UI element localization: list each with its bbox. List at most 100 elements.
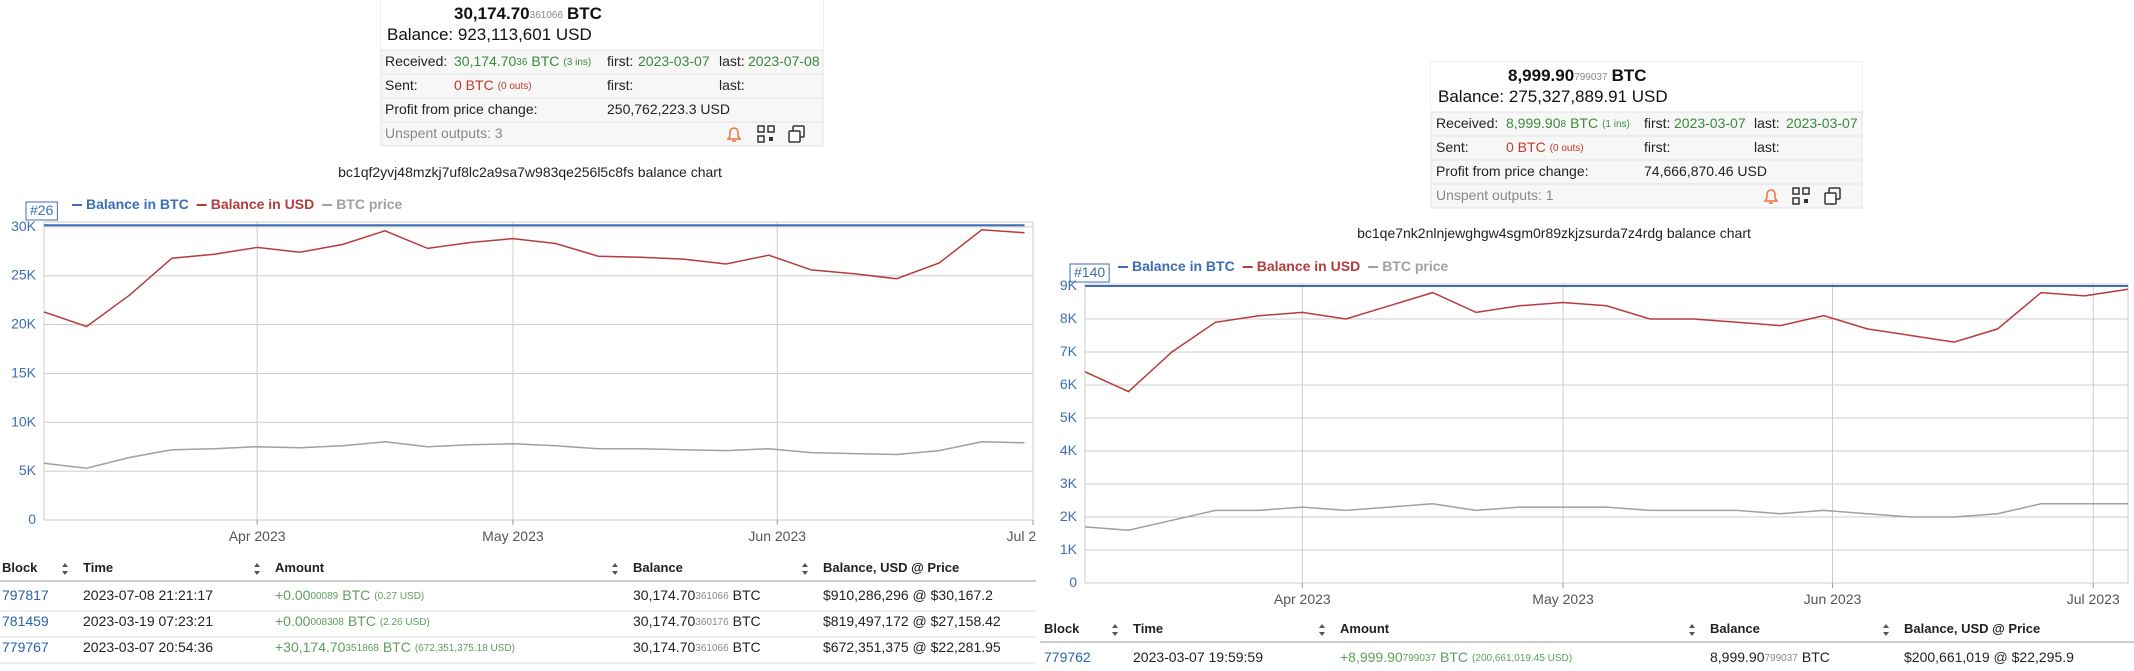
column-header-part[interactable]: Time (1133, 621, 1163, 636)
first-label: first: (1644, 139, 1670, 155)
bell-icon[interactable] (1763, 189, 1779, 204)
sent-value-part: (0 outs) (498, 81, 532, 92)
tx-amount-part: (672,351,375.18 USD) (415, 643, 515, 654)
column-header[interactable]: Time (83, 560, 113, 575)
bell-icon[interactable] (726, 127, 742, 142)
column-header[interactable]: Balance, USD @ Price (1904, 621, 2040, 636)
legend-label[interactable]: BTC price (1382, 258, 1448, 274)
unspent-outputs-part[interactable]: Unspent outputs: 1 (1436, 187, 1554, 203)
profit-value-part: 250,762,223.3 USD (607, 101, 730, 117)
received-label: Received: (385, 53, 447, 69)
sort-arrows[interactable] (1689, 624, 1695, 636)
sent-value: 0 BTC (0 outs) (1506, 139, 1584, 155)
column-header[interactable]: Amount (275, 560, 325, 575)
column-header-part[interactable]: Balance, USD @ Price (1904, 621, 2040, 636)
tx-balance-part: 361066 (695, 591, 729, 602)
y-tick-label: 30K (11, 218, 37, 234)
received-value: 8,999.908 BTC (1 ins) (1506, 115, 1630, 131)
column-header[interactable]: Balance (633, 560, 683, 575)
y-tick-label: 2K (1060, 508, 1078, 524)
tx-amount-part: BTC (342, 587, 370, 603)
sort-arrows[interactable] (254, 563, 260, 575)
legend-label[interactable]: Balance in USD (211, 196, 314, 212)
column-header-part[interactable]: Balance, USD @ Price (823, 560, 959, 575)
copy-icon[interactable] (1824, 187, 1841, 205)
unspent-outputs[interactable]: Unspent outputs: 1 (1436, 187, 1554, 203)
sort-arrows[interactable] (1883, 624, 1889, 636)
tx-balance-part: 360176 (695, 617, 729, 628)
column-header-part[interactable]: Balance (633, 560, 683, 575)
column-header-part[interactable]: Time (83, 560, 113, 575)
y-tick-label-part: 5K (1060, 409, 1078, 425)
legend-label[interactable]: BTC price (336, 196, 402, 212)
block-link-part[interactable]: 779767 (2, 639, 49, 655)
sent-label-part: Sent: (385, 77, 418, 93)
sent-value: 0 BTC (0 outs) (454, 77, 532, 93)
column-header[interactable]: Block (2, 560, 38, 575)
block-link-part[interactable]: 797817 (2, 587, 49, 603)
tx-time-part: 2023-07-08 21:21:17 (83, 587, 213, 603)
y-tick-label: 15K (11, 364, 37, 380)
x-tick-label-part: Jul 2023 (2067, 591, 2120, 607)
legend-label-part[interactable]: BTC price (1382, 258, 1448, 274)
sort-arrows[interactable] (1112, 624, 1118, 636)
tx-balance-part: BTC (1802, 649, 1830, 665)
column-header-part[interactable]: Amount (1340, 621, 1390, 636)
sort-arrows[interactable] (802, 563, 808, 575)
column-header[interactable]: Block (1044, 621, 1080, 636)
sent-value-part: 0 BTC (454, 77, 494, 93)
column-header-part[interactable]: Balance (1710, 621, 1760, 636)
y-tick-label: 5K (19, 462, 37, 478)
y-tick-label: 7K (1060, 343, 1078, 359)
unspent-outputs[interactable]: Unspent outputs: 3 (385, 125, 503, 141)
x-tick-label-part: Apr 2023 (229, 528, 286, 544)
block-link[interactable]: 779762 (1044, 649, 1091, 665)
qr-icon[interactable] (1792, 187, 1810, 205)
copy-front (788, 130, 801, 143)
sent-label-part: Sent: (1436, 139, 1469, 155)
sort-arrows[interactable] (612, 563, 618, 575)
column-header-part[interactable]: Block (1044, 621, 1080, 636)
block-link[interactable]: 797817 (2, 587, 49, 603)
y-tick-label: 3K (1060, 475, 1078, 491)
column-header[interactable]: Balance, USD @ Price (823, 560, 959, 575)
legend-label-part[interactable]: BTC price (336, 196, 402, 212)
column-header[interactable]: Time (1133, 621, 1163, 636)
last-date: 2023-03-07 (1786, 115, 1858, 131)
legend-label[interactable]: Balance in BTC (86, 196, 189, 212)
tx-amount: +0.0000089 BTC (0.27 USD) (275, 587, 424, 603)
column-header[interactable]: Amount (1340, 621, 1390, 636)
legend-label-part[interactable]: Balance in USD (1257, 258, 1360, 274)
x-tick-label: May 2023 (482, 528, 544, 544)
plot-frame (1084, 283, 2129, 584)
qr-icon[interactable] (757, 125, 775, 143)
legend-label[interactable]: Balance in BTC (1132, 258, 1235, 274)
y-tick-label-part: 9K (1060, 277, 1078, 293)
sort-arrows[interactable] (62, 563, 68, 575)
column-header-part[interactable]: Block (2, 560, 38, 575)
legend-label-part[interactable]: Balance in BTC (1132, 258, 1235, 274)
first-label: first: (607, 77, 633, 93)
y-tick-label: 20K (11, 315, 37, 331)
legend-label[interactable]: Balance in USD (1257, 258, 1360, 274)
tx-time: 2023-03-19 07:23:21 (83, 613, 213, 629)
qr-dot (769, 137, 773, 141)
column-header[interactable]: Balance (1710, 621, 1760, 636)
block-link[interactable]: 779767 (2, 639, 49, 655)
sort-arrows[interactable] (1319, 624, 1325, 636)
block-link-part[interactable]: 779762 (1044, 649, 1091, 665)
y-tick-label: 5K (1060, 409, 1078, 425)
legend-label-part[interactable]: Balance in BTC (86, 196, 189, 212)
y-tick-label-part: 7K (1060, 343, 1078, 359)
received-value-part: 30,174.70 (454, 53, 516, 69)
copy-icon[interactable] (788, 125, 805, 143)
block-link-part[interactable]: 781459 (2, 613, 49, 629)
y-tick-label: 25K (11, 266, 37, 282)
last-label: last: (1754, 115, 1780, 131)
block-link[interactable]: 781459 (2, 613, 49, 629)
legend-label-part[interactable]: Balance in USD (211, 196, 314, 212)
tx-balance: 8,999.90799037 BTC (1710, 649, 1830, 665)
y-tick-label-part: 0 (1069, 574, 1077, 590)
unspent-outputs-part[interactable]: Unspent outputs: 3 (385, 125, 503, 141)
column-header-part[interactable]: Amount (275, 560, 325, 575)
